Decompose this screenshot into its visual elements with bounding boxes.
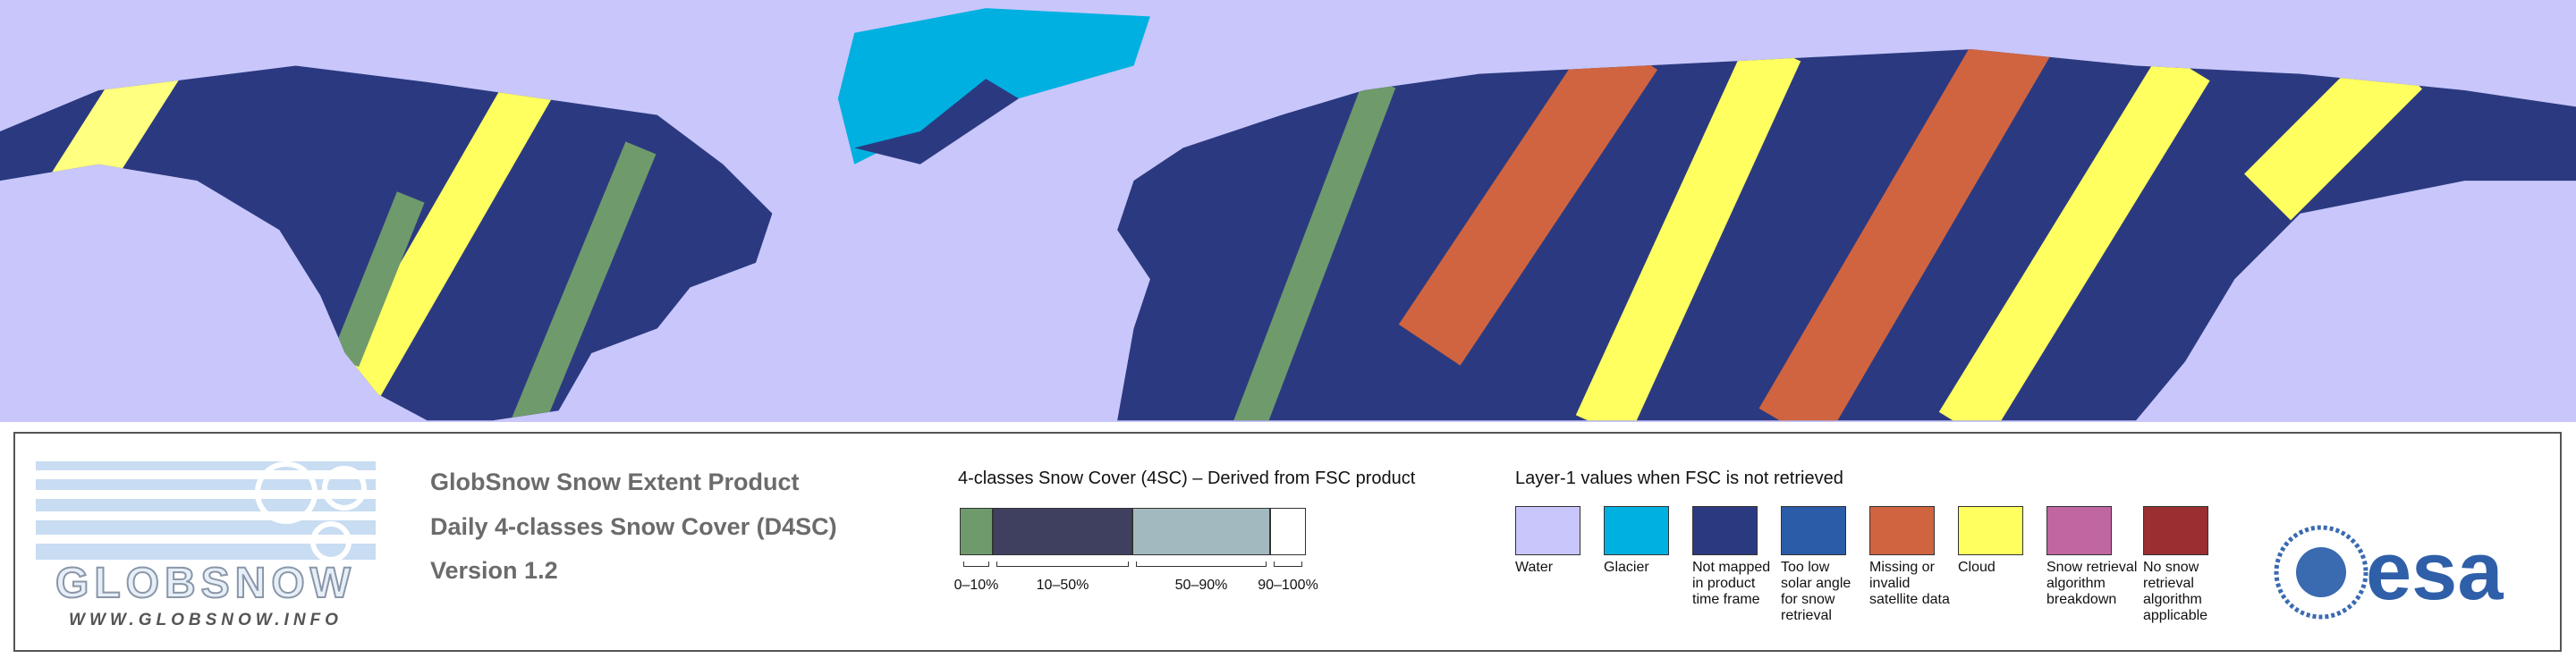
- class-swatch: [993, 508, 1132, 555]
- layer1-swatch: [1869, 506, 1935, 555]
- class-bracket: [1136, 561, 1267, 567]
- layer1-label: Cloud: [1958, 560, 1996, 575]
- class-label: 50–90%: [1174, 578, 1228, 593]
- esa-text: esa: [2366, 526, 2504, 617]
- layer1-swatch: [1781, 506, 1846, 555]
- class-label: 90–100%: [1258, 578, 1318, 593]
- layer1-swatch: [1604, 506, 1669, 555]
- layer1-label: Missing or invalid satellite data: [1869, 560, 1950, 607]
- class-bracket: [963, 561, 989, 567]
- greenland-coast: [854, 79, 1019, 165]
- logo: GLOBSNOW WWW.GLOBSNOW.INFO: [36, 461, 376, 629]
- class-swatch: [1132, 508, 1270, 555]
- layer1-label: Water: [1515, 560, 1554, 575]
- layer1-label: Too low solar angle for snow retrieval: [1781, 560, 1852, 623]
- layer1-label: Snow retrieval algorithm breakdown: [2046, 560, 2138, 607]
- esa-logo: esa: [2274, 525, 2504, 620]
- product-subtitle: Daily 4-classes Snow Cover (D4SC): [430, 513, 837, 540]
- logo-name: GLOBSNOW: [55, 560, 356, 607]
- snow-cover-title: 4-classes Snow Cover (4SC) – Derived fro…: [958, 469, 1416, 488]
- map: [0, 0, 2576, 422]
- class-bracket: [996, 561, 1129, 567]
- class-label: 0–10%: [953, 578, 999, 593]
- product-version: Version 1.2: [430, 557, 558, 584]
- logo-url: WWW.GLOBSNOW.INFO: [69, 611, 343, 629]
- layer1-title: Layer-1 values when FSC is not retrieved: [1515, 469, 1843, 488]
- legend-panel: [13, 432, 2562, 652]
- layer1-swatch: [2143, 506, 2208, 555]
- layer1-swatch: [2046, 506, 2112, 555]
- layer1-swatch: [1515, 506, 1580, 555]
- class-swatch: [1270, 508, 1306, 555]
- layer1-label: Not mapped in product time frame: [1692, 560, 1771, 607]
- layer1-swatch: [1958, 506, 2023, 555]
- class-bracket: [1274, 561, 1302, 567]
- layer1-label: No snow retrieval algorithm applicable: [2143, 560, 2208, 623]
- class-swatch: [960, 508, 993, 555]
- product-title: GlobSnow Snow Extent Product: [430, 469, 800, 495]
- class-label: 10–50%: [1036, 578, 1089, 593]
- layer1-label: Glacier: [1604, 560, 1649, 575]
- layer1-swatch: [1692, 506, 1758, 555]
